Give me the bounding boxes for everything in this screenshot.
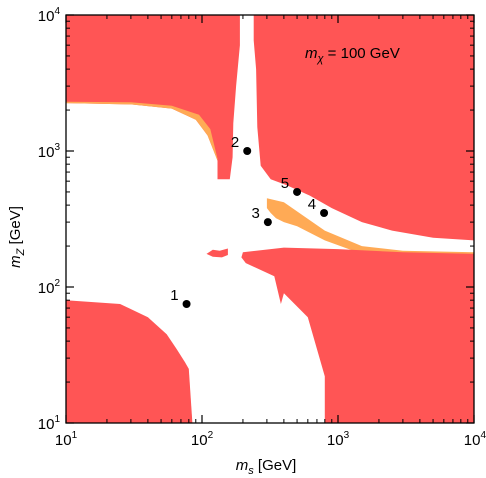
plot-regions bbox=[66, 15, 474, 423]
y-tick-label: 101 bbox=[38, 414, 61, 433]
y-tick-label: 103 bbox=[38, 142, 61, 161]
region-upper-left-excluded bbox=[66, 15, 240, 180]
x-axis-label: ms [GeV] bbox=[236, 457, 297, 477]
benchmark-label-5: 5 bbox=[281, 175, 289, 192]
y-axis-label: mZ [GeV] bbox=[7, 206, 27, 268]
x-tick-label: 104 bbox=[464, 430, 486, 449]
benchmark-point-2 bbox=[243, 147, 252, 155]
benchmark-label-2: 2 bbox=[231, 134, 239, 151]
region-diagonal-orange bbox=[266, 198, 474, 260]
plot-frame bbox=[65, 14, 475, 424]
axis-ticks: 101 102 103 104 101 102 103 104 bbox=[38, 6, 486, 449]
benchmark-point-3 bbox=[263, 218, 272, 227]
x-tick-label: 101 bbox=[55, 430, 78, 449]
benchmark-points: 1 2 3 4 5 bbox=[170, 134, 329, 308]
y-tick-label: 102 bbox=[38, 278, 61, 297]
benchmark-point-1 bbox=[182, 299, 191, 308]
region-lower-right-excluded bbox=[241, 247, 474, 423]
benchmark-label-1: 1 bbox=[170, 287, 178, 304]
benchmark-label-3: 3 bbox=[252, 205, 260, 222]
y-tick-label: 104 bbox=[38, 6, 61, 25]
region-small-mid-blob bbox=[206, 248, 228, 258]
region-upper-right-excluded bbox=[253, 15, 474, 241]
x-tick-label: 103 bbox=[327, 430, 350, 449]
region-lower-left-excluded bbox=[66, 300, 193, 423]
mass-annotation: mχ = 100 GeV bbox=[305, 45, 400, 65]
benchmark-point-5 bbox=[293, 187, 302, 196]
benchmark-label-4: 4 bbox=[308, 196, 316, 213]
benchmark-point-4 bbox=[320, 209, 329, 218]
x-tick-label: 102 bbox=[191, 430, 214, 449]
